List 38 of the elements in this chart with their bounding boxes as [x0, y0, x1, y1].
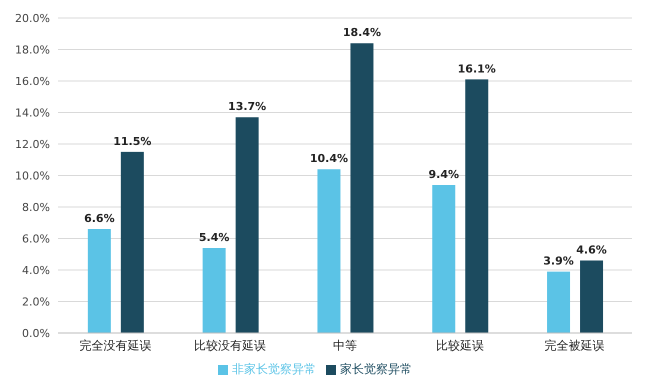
legend-label: 非家长觉察异常 — [232, 362, 316, 376]
y-tick-label: 14.0% — [15, 106, 50, 120]
data-label: 6.6% — [84, 212, 115, 226]
y-tick-label: 18.0% — [15, 43, 50, 56]
bar — [465, 79, 488, 333]
bar — [317, 169, 340, 333]
data-label: 11.5% — [113, 134, 152, 148]
x-tick-label: 比较延误 — [436, 338, 484, 353]
bar — [120, 152, 144, 333]
legend-label: 家长觉察异常 — [340, 362, 412, 376]
bar — [580, 260, 604, 333]
y-tick-label: 10.0% — [15, 169, 50, 182]
bar — [202, 248, 226, 333]
bar — [88, 229, 111, 333]
data-label: 13.7% — [228, 100, 266, 114]
bar — [236, 117, 259, 333]
data-label: 16.1% — [458, 62, 496, 76]
x-tick-label: 完全没有延误 — [79, 338, 152, 353]
y-tick-label: 20.0% — [15, 12, 50, 25]
data-label: 3.9% — [543, 254, 574, 268]
data-label: 10.4% — [310, 152, 348, 166]
bar — [350, 43, 374, 333]
x-tick-label: 比较没有延误 — [194, 338, 266, 353]
data-label: 18.4% — [342, 26, 382, 40]
y-tick-label: 0.0% — [22, 326, 50, 340]
x-tick-label: 完全被延误 — [544, 338, 605, 353]
bar — [432, 184, 456, 333]
data-label: 9.4% — [428, 168, 460, 181]
y-tick-label: 16.0% — [15, 74, 50, 88]
y-tick-label: 2.0% — [22, 295, 50, 308]
y-tick-label: 4.0% — [22, 264, 50, 277]
data-label: 4.6% — [576, 244, 607, 257]
y-tick-label: 6.0% — [22, 232, 50, 246]
y-tick-label: 8.0% — [22, 200, 50, 214]
bar — [547, 272, 570, 333]
y-tick-label: 12.0% — [15, 138, 50, 151]
data-label: 5.4% — [198, 230, 230, 244]
x-tick-label: 中等 — [333, 338, 357, 353]
